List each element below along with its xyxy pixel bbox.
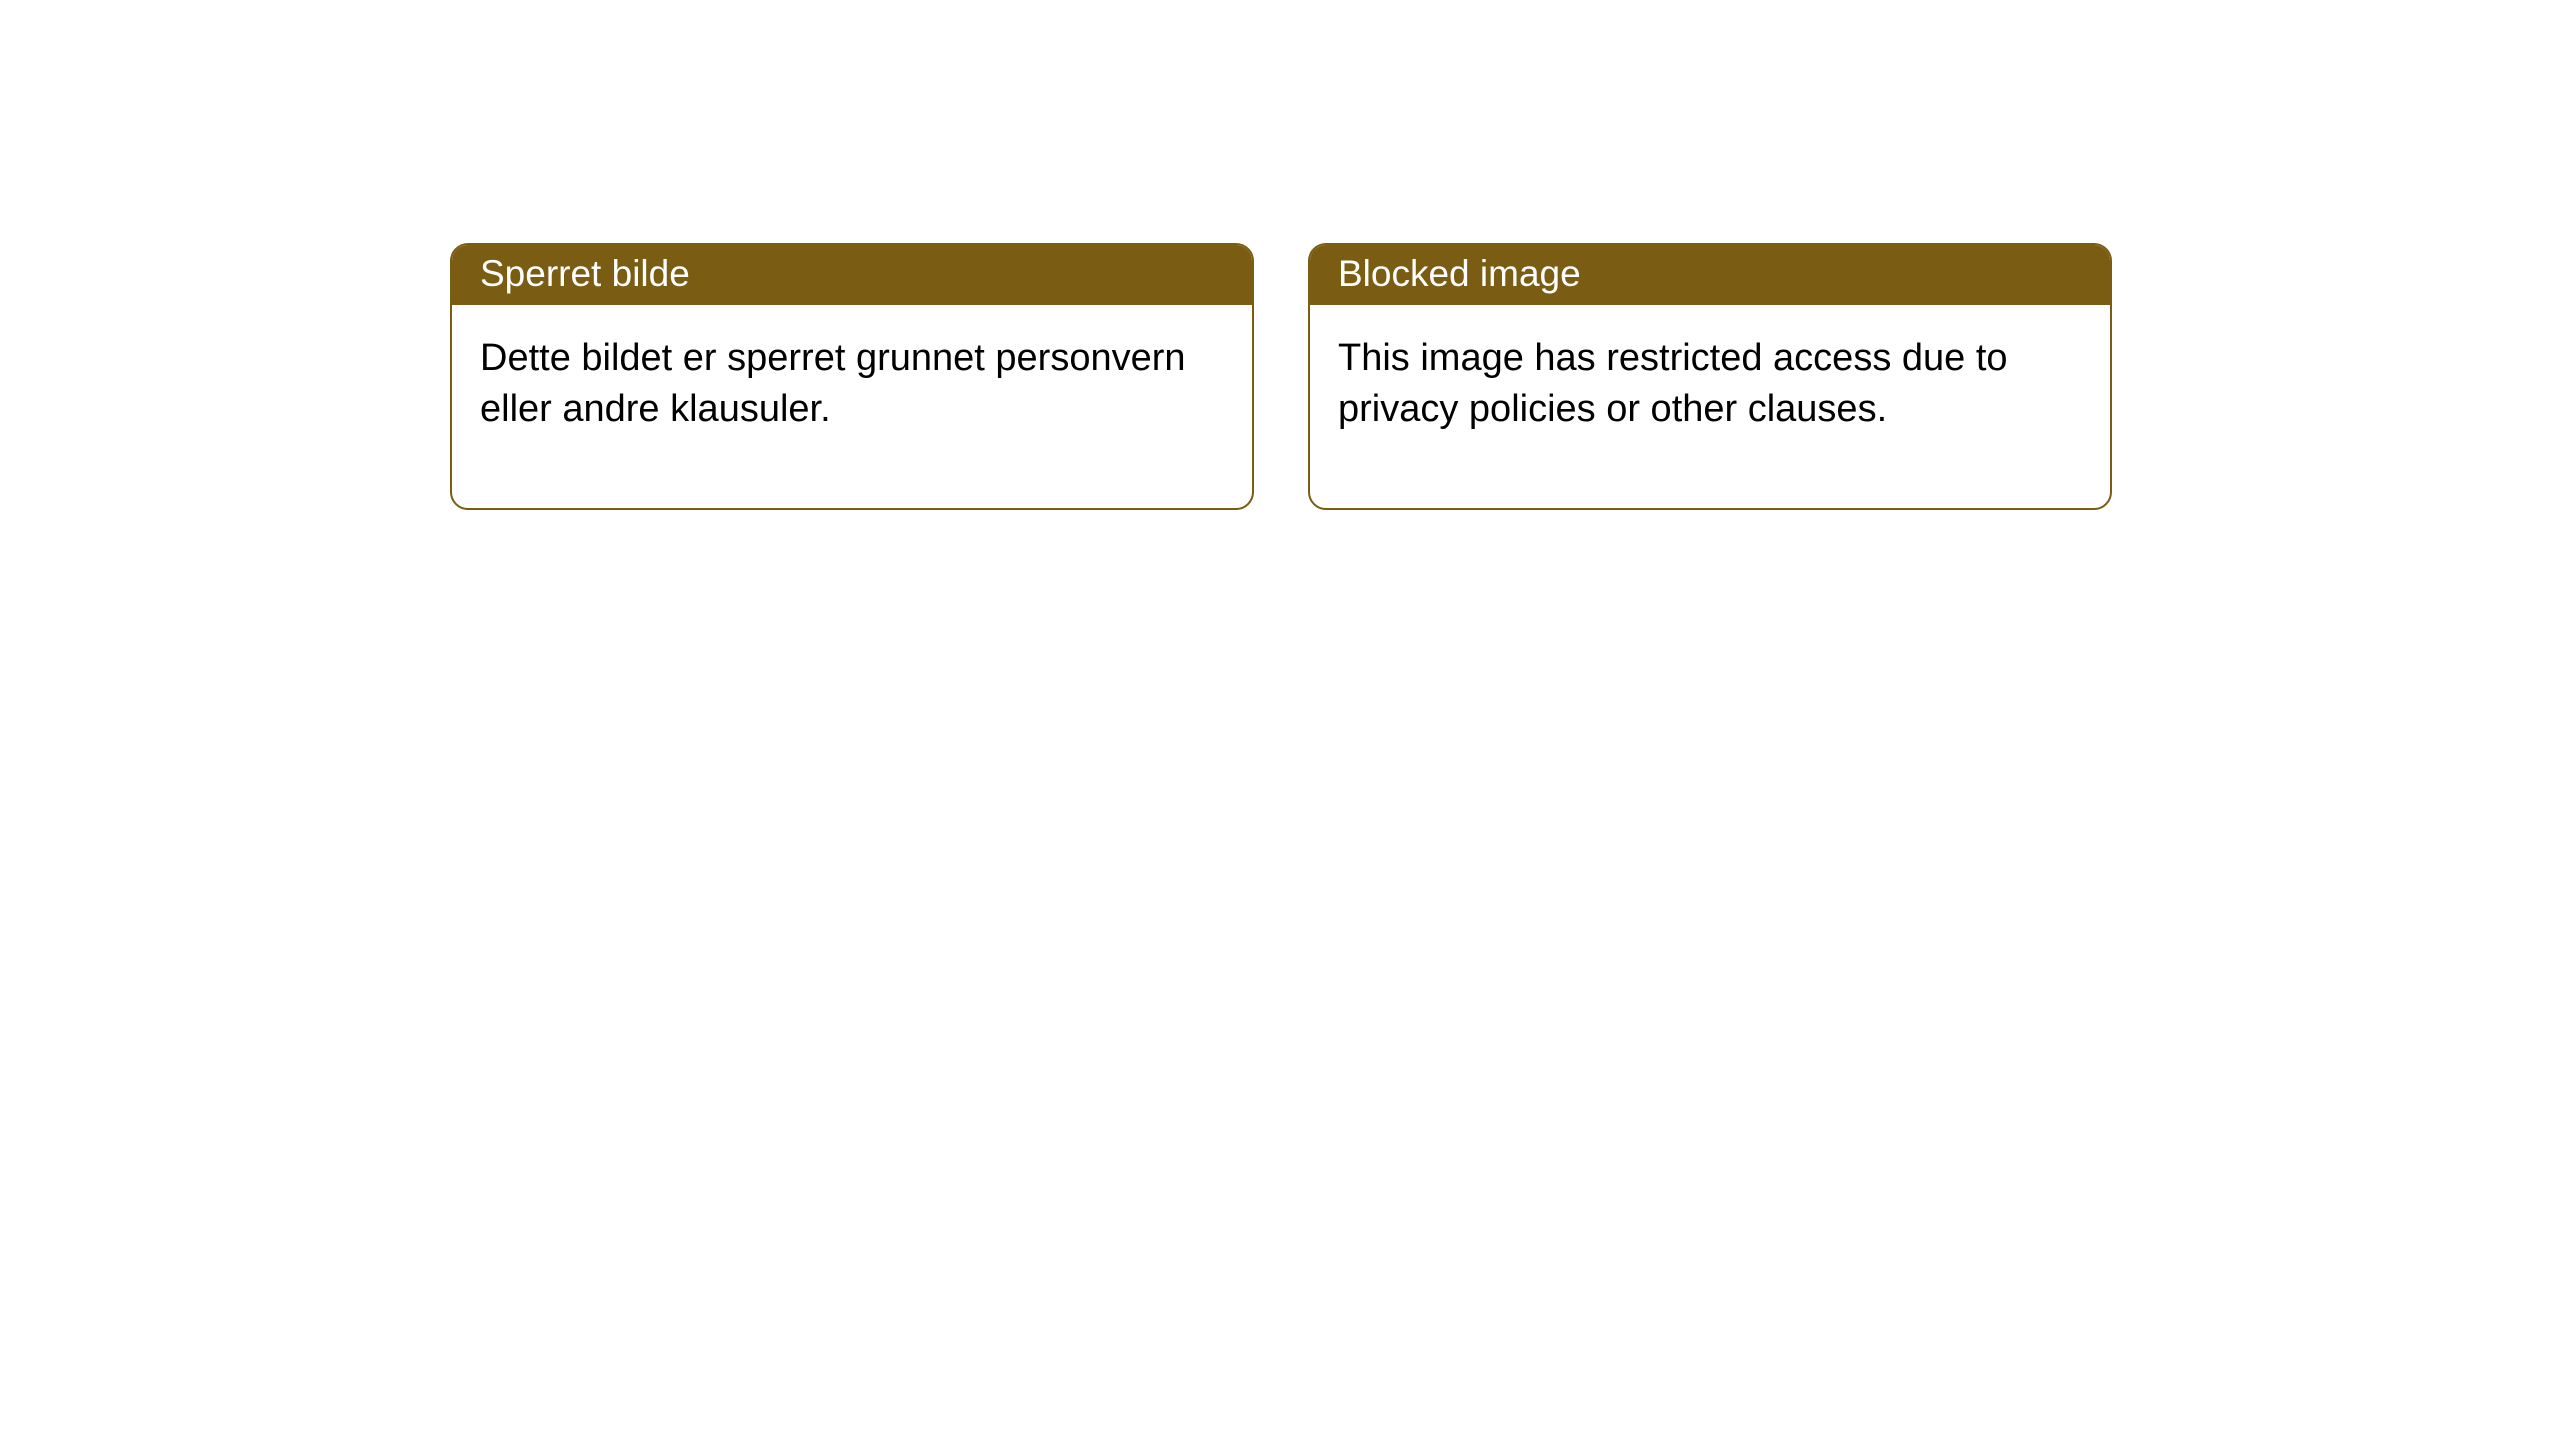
notice-card-english: Blocked image This image has restricted … xyxy=(1308,243,2112,510)
notice-body: This image has restricted access due to … xyxy=(1310,305,2110,508)
notice-container: Sperret bilde Dette bildet er sperret gr… xyxy=(450,243,2112,510)
notice-card-norwegian: Sperret bilde Dette bildet er sperret gr… xyxy=(450,243,1254,510)
notice-body: Dette bildet er sperret grunnet personve… xyxy=(452,305,1252,508)
notice-header: Sperret bilde xyxy=(452,245,1252,305)
notice-header: Blocked image xyxy=(1310,245,2110,305)
